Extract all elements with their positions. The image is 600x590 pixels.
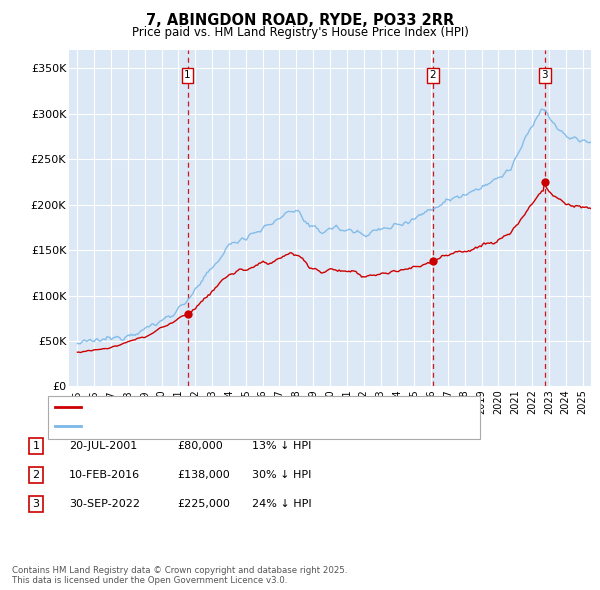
Text: 3: 3 bbox=[32, 499, 40, 509]
Text: 13% ↓ HPI: 13% ↓ HPI bbox=[252, 441, 311, 451]
Text: 20-JUL-2001: 20-JUL-2001 bbox=[69, 441, 137, 451]
Text: 7, ABINGDON ROAD, RYDE, PO33 2RR (semi-detached house): 7, ABINGDON ROAD, RYDE, PO33 2RR (semi-d… bbox=[85, 402, 405, 412]
Text: 30% ↓ HPI: 30% ↓ HPI bbox=[252, 470, 311, 480]
Text: £225,000: £225,000 bbox=[177, 499, 230, 509]
Text: 2: 2 bbox=[32, 470, 40, 480]
Text: 1: 1 bbox=[184, 70, 191, 80]
Text: 24% ↓ HPI: 24% ↓ HPI bbox=[252, 499, 311, 509]
Text: 1: 1 bbox=[32, 441, 40, 451]
Text: HPI: Average price, semi-detached house, Isle of Wight: HPI: Average price, semi-detached house,… bbox=[85, 421, 372, 431]
Text: 2: 2 bbox=[430, 70, 436, 80]
Text: Contains HM Land Registry data © Crown copyright and database right 2025.
This d: Contains HM Land Registry data © Crown c… bbox=[12, 566, 347, 585]
Text: £138,000: £138,000 bbox=[177, 470, 230, 480]
Text: 30-SEP-2022: 30-SEP-2022 bbox=[69, 499, 140, 509]
Text: 10-FEB-2016: 10-FEB-2016 bbox=[69, 470, 140, 480]
Text: 7, ABINGDON ROAD, RYDE, PO33 2RR: 7, ABINGDON ROAD, RYDE, PO33 2RR bbox=[146, 13, 454, 28]
Text: 3: 3 bbox=[541, 70, 548, 80]
Text: £80,000: £80,000 bbox=[177, 441, 223, 451]
Text: Price paid vs. HM Land Registry's House Price Index (HPI): Price paid vs. HM Land Registry's House … bbox=[131, 26, 469, 39]
